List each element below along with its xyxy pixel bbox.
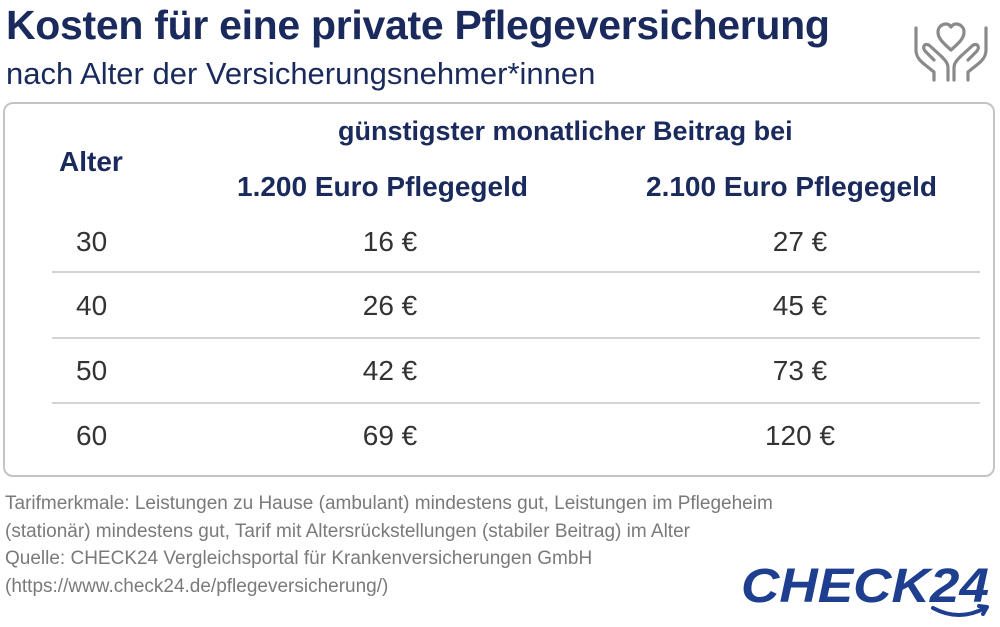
row-divider xyxy=(52,402,980,404)
value-cell-2100: 73 € xyxy=(772,355,828,386)
table-row: 40 26 € 45 € xyxy=(0,274,1000,338)
contribution-group-header: günstigster monatlicher Beitrag bei xyxy=(338,116,793,146)
age-column-header: Alter xyxy=(59,146,123,177)
age-cell: 50 xyxy=(76,355,108,386)
footnote-line: Tarifmerkmale: Leistungen zu Hause (ambu… xyxy=(5,493,773,514)
table-row: 30 16 € 27 € xyxy=(0,210,1000,274)
page-title: Kosten für eine private Pflegeversicheru… xyxy=(6,2,830,48)
row-divider xyxy=(52,337,980,339)
check24-logo: CHECK24 xyxy=(741,560,989,617)
age-cell: 60 xyxy=(76,420,108,451)
age-cell: 40 xyxy=(76,290,108,321)
age-cell: 30 xyxy=(76,226,108,257)
value-cell-1200: 26 € xyxy=(362,290,418,321)
value-cell-2100: 120 € xyxy=(764,420,836,451)
source-line: Quelle: CHECK24 Vergleichsportal für Kra… xyxy=(5,548,593,569)
page-subtitle: nach Alter der Versicherungsnehmer*innen xyxy=(6,56,596,91)
footnote: Tarifmerkmale: Leistungen zu Hause (ambu… xyxy=(5,490,773,600)
value-cell-1200: 42 € xyxy=(362,355,418,386)
table-row: 50 42 € 73 € xyxy=(0,339,1000,403)
footnote-line: (stationär) mindestens gut, Tarif mit Al… xyxy=(5,520,690,542)
row-divider xyxy=(52,271,980,273)
hands-heart-icon xyxy=(914,22,988,82)
value-cell-1200: 16 € xyxy=(362,226,418,257)
table-frame xyxy=(3,102,995,477)
svg-text:CHECK24: CHECK24 xyxy=(741,560,989,613)
source-url: (https://www.check24.de/pflegeversicheru… xyxy=(5,575,389,597)
column-header-1200: 1.200 Euro Pflegegeld xyxy=(237,171,528,202)
value-cell-1200: 69 € xyxy=(362,420,418,451)
value-cell-2100: 27 € xyxy=(772,226,828,257)
column-header-2100: 2.100 Euro Pflegegeld xyxy=(646,171,937,202)
table-row: 60 69 € 120 € xyxy=(0,404,1000,468)
value-cell-2100: 45 € xyxy=(772,290,828,321)
